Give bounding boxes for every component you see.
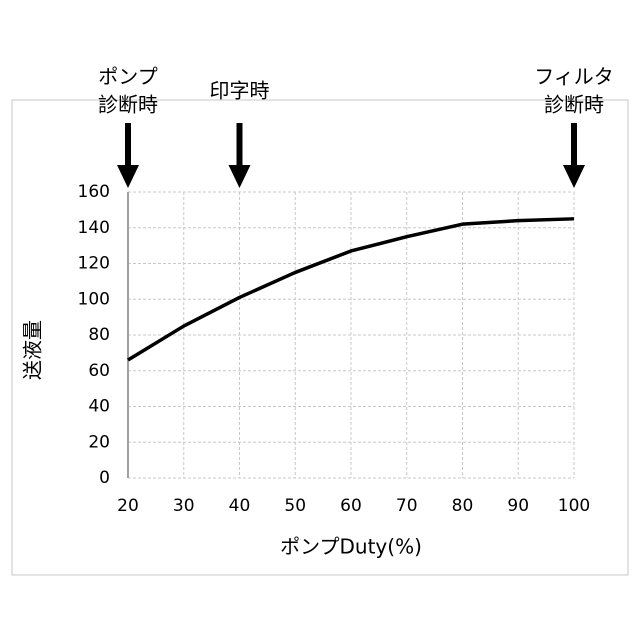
x-tick-label: 30 — [173, 496, 195, 516]
y-tick-label: 160 — [78, 182, 110, 202]
x-tick-label: 60 — [340, 496, 362, 516]
annotation-text: 印字時 — [210, 79, 270, 103]
x-tick-label: 50 — [284, 496, 306, 516]
x-tick-label: 100 — [558, 496, 590, 516]
y-tick-label: 80 — [88, 325, 110, 345]
x-tick-label: 80 — [452, 496, 474, 516]
y-tick-label: 100 — [78, 289, 110, 309]
x-tick-label: 40 — [229, 496, 251, 516]
annotation-text: ポンプ — [98, 65, 157, 89]
x-tick-label: 90 — [507, 496, 529, 516]
annotation-text: 診断時 — [544, 93, 604, 117]
annotation-text: 診断時 — [98, 93, 158, 117]
annotation-text: フィルタ — [534, 65, 614, 89]
x-tick-label: 70 — [396, 496, 418, 516]
y-tick-label: 40 — [88, 397, 110, 417]
chart: ポンプDuty(%) 送液量 0 20 40 60 80 100 120 140 160 20 30… — [0, 0, 640, 640]
y-axis-label: 送液量 — [21, 320, 45, 380]
y-tick-label: 120 — [78, 254, 110, 274]
y-tick-label: 20 — [88, 432, 110, 452]
y-tick-label: 0 — [99, 468, 110, 488]
y-tick-label: 60 — [88, 361, 110, 381]
x-tick-label: 20 — [117, 496, 139, 516]
x-axis-label: ポンプDuty(%) — [280, 535, 422, 559]
y-tick-label: 140 — [78, 218, 110, 238]
